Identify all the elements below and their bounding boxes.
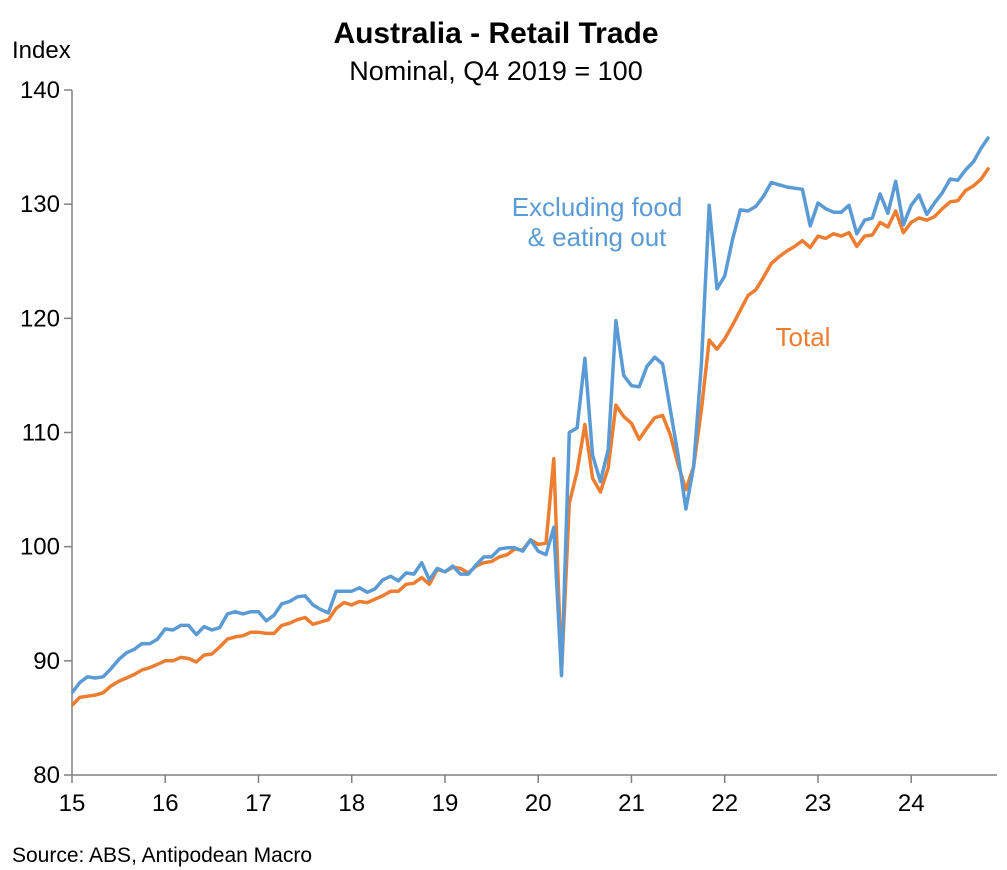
y-tick-label: 100: [20, 534, 60, 561]
y-tick-label: 130: [20, 191, 60, 218]
chart-subtitle: Nominal, Q4 2019 = 100: [349, 56, 642, 86]
x-tick-label: 16: [152, 790, 179, 817]
x-tick-label: 23: [805, 790, 832, 817]
annotation-excluding: & eating out: [528, 222, 668, 252]
x-tick-label: 19: [432, 790, 459, 817]
annotation-total: Total: [776, 322, 831, 352]
x-tick-label: 22: [711, 790, 738, 817]
y-tick-label: 120: [20, 305, 60, 332]
annotation-excluding: Excluding food: [512, 192, 683, 222]
y-axis-label: Index: [12, 37, 71, 64]
y-tick-label: 80: [33, 762, 60, 789]
y-tick-label: 90: [33, 648, 60, 675]
x-tick-label: 24: [898, 790, 925, 817]
x-tick-label: 15: [59, 790, 86, 817]
x-tick-label: 21: [618, 790, 645, 817]
y-tick-label: 110: [22, 420, 60, 447]
x-tick-label: 17: [245, 790, 272, 817]
x-tick-label: 20: [525, 790, 552, 817]
source-note: Source: ABS, Antipodean Macro: [12, 844, 312, 867]
y-tick-label: 140: [20, 77, 60, 104]
chart-title: Australia - Retail Trade: [333, 17, 658, 50]
x-tick-label: 18: [338, 790, 365, 817]
series-lines: [70, 135, 991, 707]
series-line-excluding: [70, 135, 991, 694]
series-annotations: Excluding food& eating out Total: [512, 192, 831, 352]
chart-axes: 80 90 100 110 120 130 140 15 16 17 18 19 20 21 22 23 24: [20, 77, 997, 817]
